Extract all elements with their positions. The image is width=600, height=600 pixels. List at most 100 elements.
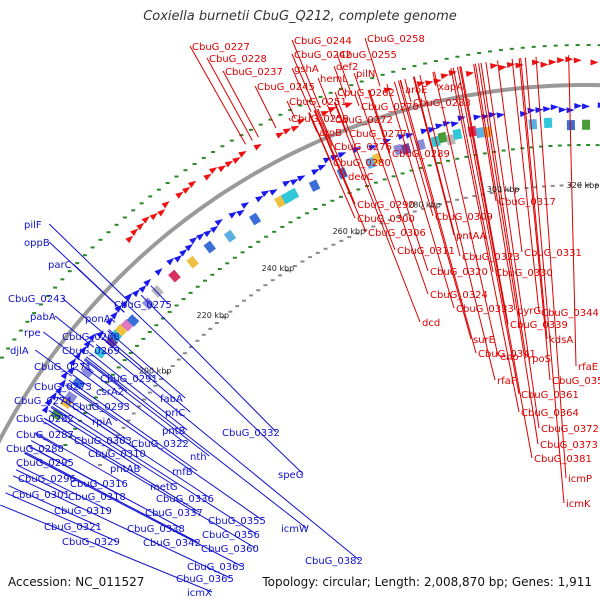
ring-dot [0, 356, 4, 359]
reverse-gene-label: CbuG_0310 [88, 449, 146, 460]
ring-dot [240, 251, 245, 254]
forward-gene-arrow [296, 118, 306, 125]
forward-gene-label: CbuG_0324 [430, 290, 488, 301]
tick-label: 260 kbp [333, 227, 366, 236]
ring-dot [315, 251, 320, 254]
reverse-gene-arrow [290, 179, 299, 186]
reverse-label-connector [15, 469, 67, 495]
forward-gene-label: pyrG [517, 306, 541, 317]
reverse-gene-label: CbuG_0243 [8, 294, 66, 305]
forward-gene-arrow [448, 70, 457, 77]
forward-gene-arrow [425, 80, 434, 87]
forward-label-connector [386, 83, 455, 309]
ring-dot [174, 175, 179, 178]
forward-gene-arrow [290, 125, 300, 132]
forward-gene-arrow [136, 222, 145, 231]
reverse-label-connector [34, 349, 73, 377]
ring-dot [67, 270, 72, 273]
reverse-label-connector [109, 317, 116, 323]
reverse-gene-arrow [79, 346, 87, 355]
ring-dot [53, 286, 58, 289]
forward-label-connector [419, 74, 496, 381]
ring-dot [156, 188, 161, 191]
ring-dot [359, 80, 364, 83]
forward-label-connector [456, 66, 520, 395]
ring-dot [308, 100, 313, 103]
forward-gene-label: CbuG_0372 [541, 424, 599, 435]
reverse-label-connector [76, 369, 127, 407]
reverse-label-connector [140, 294, 277, 433]
reverse-gene-arrow [368, 145, 377, 151]
forward-label-connector [288, 117, 291, 122]
reverse-gene-label: parC [48, 260, 72, 271]
forward-gene-label: rfaE [578, 362, 598, 373]
cog-block [186, 255, 199, 269]
reverse-label-connector [28, 445, 182, 529]
ring-dot [356, 188, 361, 191]
reverse-gene-arrow [138, 285, 147, 293]
ring-dot [288, 109, 293, 112]
forward-gene-arrow [320, 110, 330, 117]
ring-dot [349, 84, 354, 87]
forward-label-connector [336, 53, 353, 96]
reverse-gene-label: CbuG_0291 [100, 374, 158, 385]
ring-dot [594, 184, 599, 187]
ring-dot [263, 284, 268, 287]
reverse-gene-label: pilF [24, 220, 42, 231]
forward-label-connector [452, 67, 494, 273]
forward-gene-arrow [498, 64, 507, 71]
reverse-label-connector [61, 297, 105, 335]
cog-block [64, 390, 78, 404]
cog-block [582, 119, 591, 130]
reverse-label-connector [51, 405, 71, 419]
ring-dot [122, 359, 127, 362]
reverse-gene-label: CbuG_0295 [16, 458, 74, 469]
reverse-gene-label: CbuG_0288 [6, 444, 64, 455]
reverse-gene-arrow [49, 391, 57, 401]
ring-dot [131, 412, 136, 415]
cog-block [81, 365, 95, 378]
cog-block [475, 127, 486, 139]
ring-dot [586, 44, 591, 47]
forward-gene-arrow [489, 63, 499, 70]
reverse-gene-arrow [210, 225, 219, 234]
ring-dot [531, 45, 536, 48]
ring-dot [278, 274, 283, 277]
forward-gene-arrow [383, 87, 393, 94]
cog-block [141, 297, 155, 311]
ring-dot [321, 203, 326, 206]
reverse-gene-arrow [214, 218, 223, 226]
forward-label-connector [317, 108, 347, 177]
reverse-gene-arrow [124, 293, 133, 301]
cog-block [415, 138, 426, 151]
forward-gene-label: CbuG_0330 [495, 268, 553, 279]
ring-dot [90, 246, 95, 249]
reverse-label-connector [57, 396, 211, 499]
reverse-gene-arrow [550, 104, 559, 111]
reverse-label-connector [95, 344, 360, 561]
ring-dot [318, 95, 323, 98]
ring-dot [423, 62, 428, 65]
reverse-label-connector [66, 383, 263, 521]
ring-dot [202, 279, 207, 282]
reverse-gene-label: speG [278, 470, 303, 481]
ring-dot [160, 317, 165, 320]
reverse-label-connector [68, 379, 198, 472]
reverse-label-connector [50, 406, 176, 487]
ring-dot [433, 60, 438, 63]
ring-dot [489, 191, 494, 194]
reverse-gene-arrow [67, 366, 75, 375]
forward-gene-arrow [344, 102, 353, 109]
ring-dot [339, 239, 344, 242]
forward-label-connector [497, 60, 523, 253]
forward-gene-arrow [149, 212, 158, 221]
ring-dot [482, 152, 487, 155]
reverse-gene-label: CbuG_0271 [34, 362, 92, 373]
reverse-gene-label: CbuG_0342 [143, 538, 201, 549]
reverse-gene-arrow [311, 169, 320, 176]
ring-dot [25, 320, 30, 323]
reverse-gene-label: CbuG_0356 [202, 530, 260, 541]
reverse-gene-label: CbuG_0301 [12, 490, 70, 501]
reverse-gene-arrow [566, 107, 575, 114]
forward-gene-arrow [548, 59, 557, 66]
